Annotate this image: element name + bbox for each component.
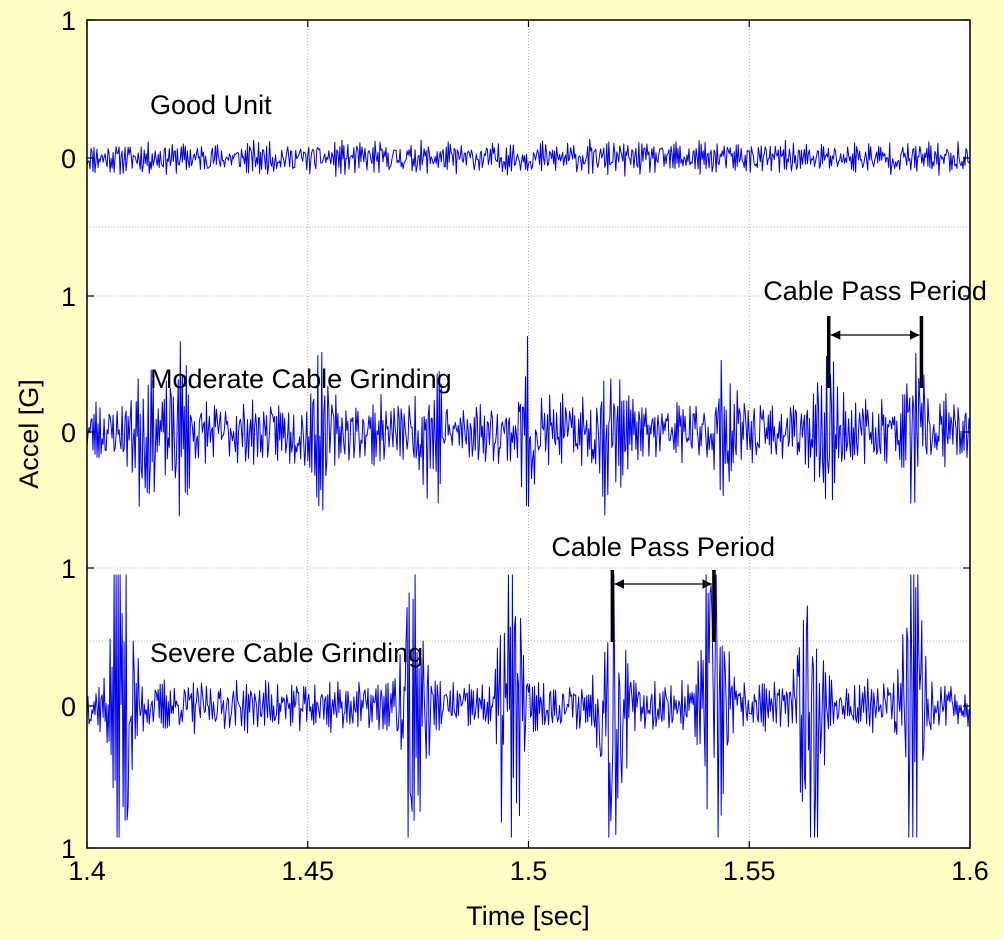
x-tick-label: 1.45 xyxy=(281,856,334,886)
x-tick-label: 1.6 xyxy=(951,856,989,886)
x-tick-label: 1.55 xyxy=(723,856,776,886)
x-tick-label: 1.5 xyxy=(510,856,548,886)
period-annotation-label: Cable Pass Period xyxy=(763,276,987,306)
y-axis-label: Accel [G] xyxy=(14,379,44,489)
y-tick-label: 1 xyxy=(61,554,76,584)
x-axis-label: Time [sec] xyxy=(466,901,590,931)
series-label: Good Unit xyxy=(150,90,272,120)
series-label: Severe Cable Grinding xyxy=(150,638,423,668)
period-annotation-label: Cable Pass Period xyxy=(551,532,775,562)
y-tick-label: 0 xyxy=(61,418,76,448)
y-tick-label: 1 xyxy=(61,834,76,864)
y-tick-label: 0 xyxy=(61,144,76,174)
y-tick-label: 0 xyxy=(61,692,76,722)
y-tick-label: 1 xyxy=(61,6,76,36)
y-tick-label: 1 xyxy=(61,282,76,312)
series-label: Moderate Cable Grinding xyxy=(150,364,452,394)
